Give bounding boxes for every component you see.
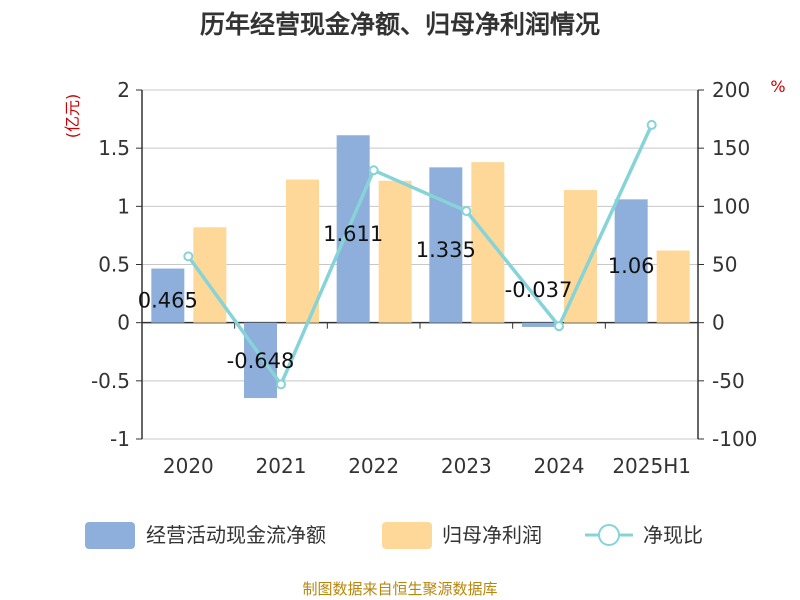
- profit-bar: [193, 227, 227, 323]
- profit-bar: [656, 250, 690, 323]
- legend-label-ratio: 净现比: [643, 523, 703, 547]
- cashflow-bar: [429, 167, 463, 323]
- legend-swatch-cashflow: [85, 522, 135, 549]
- left-tick-label: -1: [110, 427, 130, 451]
- left-tick-label: 0: [117, 311, 130, 335]
- bar-data-label: 1.335: [416, 238, 476, 262]
- left-tick-label: -0.5: [91, 369, 130, 393]
- legend-label-profit: 归母净利润: [442, 523, 542, 547]
- x-tick-label: 2025H1: [612, 454, 691, 478]
- x-tick-label: 2023: [441, 454, 492, 478]
- bar-data-label: -0.648: [227, 349, 295, 373]
- x-tick-label: 2020: [163, 454, 214, 478]
- ratio-line: [183, 119, 657, 390]
- profit-bar: [471, 162, 505, 323]
- cashflow-bar: [522, 322, 555, 327]
- cashflow-bar: [614, 199, 648, 323]
- chart-title: 历年经营现金净额、归母净利润情况: [200, 10, 600, 39]
- cashflow-bar: [244, 322, 277, 399]
- axes: -1 -0.5 0 0.5 1 1.5 2 -100 -50 0 50 100 150 200 2020 20…: [91, 78, 757, 478]
- left-tick-label: 2: [117, 78, 130, 102]
- right-tick-label: 0: [712, 311, 725, 335]
- bar-data-label: -0.037: [505, 278, 573, 302]
- right-tick-label: 100: [712, 194, 750, 218]
- left-tick-label: 1: [117, 194, 130, 218]
- profit-bar: [378, 180, 412, 323]
- cashflow-bar: [151, 268, 185, 323]
- ratio-point: [183, 251, 194, 262]
- data-labels: 0.465 -0.648 1.611 1.335 -0.037 1.06: [138, 222, 655, 373]
- legend-swatch-ratio-marker: [598, 524, 620, 546]
- ratio-point: [646, 119, 657, 130]
- ratio-line-path: [186, 124, 654, 387]
- right-tick-label: -100: [712, 427, 757, 451]
- ratio-point: [276, 379, 286, 390]
- right-tick-label: 150: [712, 136, 750, 160]
- bars: [151, 135, 690, 399]
- x-tick-label: 2024: [534, 454, 585, 478]
- bar-data-label: 1.611: [323, 222, 383, 246]
- x-tick-label: 2022: [348, 454, 399, 478]
- right-tick-label: 50: [712, 253, 737, 277]
- cashflow-bar: [336, 135, 370, 323]
- right-tick-label: 200: [712, 78, 750, 102]
- left-tick-label: 0.5: [98, 253, 130, 277]
- legend-swatch-profit: [382, 522, 432, 549]
- ratio-point: [461, 205, 472, 216]
- profit-bar: [286, 179, 319, 323]
- bar-data-label: 0.465: [138, 289, 198, 313]
- ratio-point: [368, 165, 379, 176]
- left-axis-unit: (亿元): [63, 94, 82, 139]
- source-note: 制图数据来自恒生聚源数据库: [302, 580, 497, 598]
- left-tick-label: 1.5: [98, 136, 130, 160]
- right-tick-label: -50: [712, 369, 745, 393]
- x-tick-label: 2021: [256, 454, 307, 478]
- legend-label-cashflow: 经营活动现金流净额: [146, 523, 326, 547]
- right-axis-unit: %: [770, 77, 785, 96]
- bar-data-label: 1.06: [608, 254, 655, 278]
- ratio-point: [554, 321, 564, 332]
- legend: 经营活动现金流净额 归母净利润 净现比: [85, 522, 703, 549]
